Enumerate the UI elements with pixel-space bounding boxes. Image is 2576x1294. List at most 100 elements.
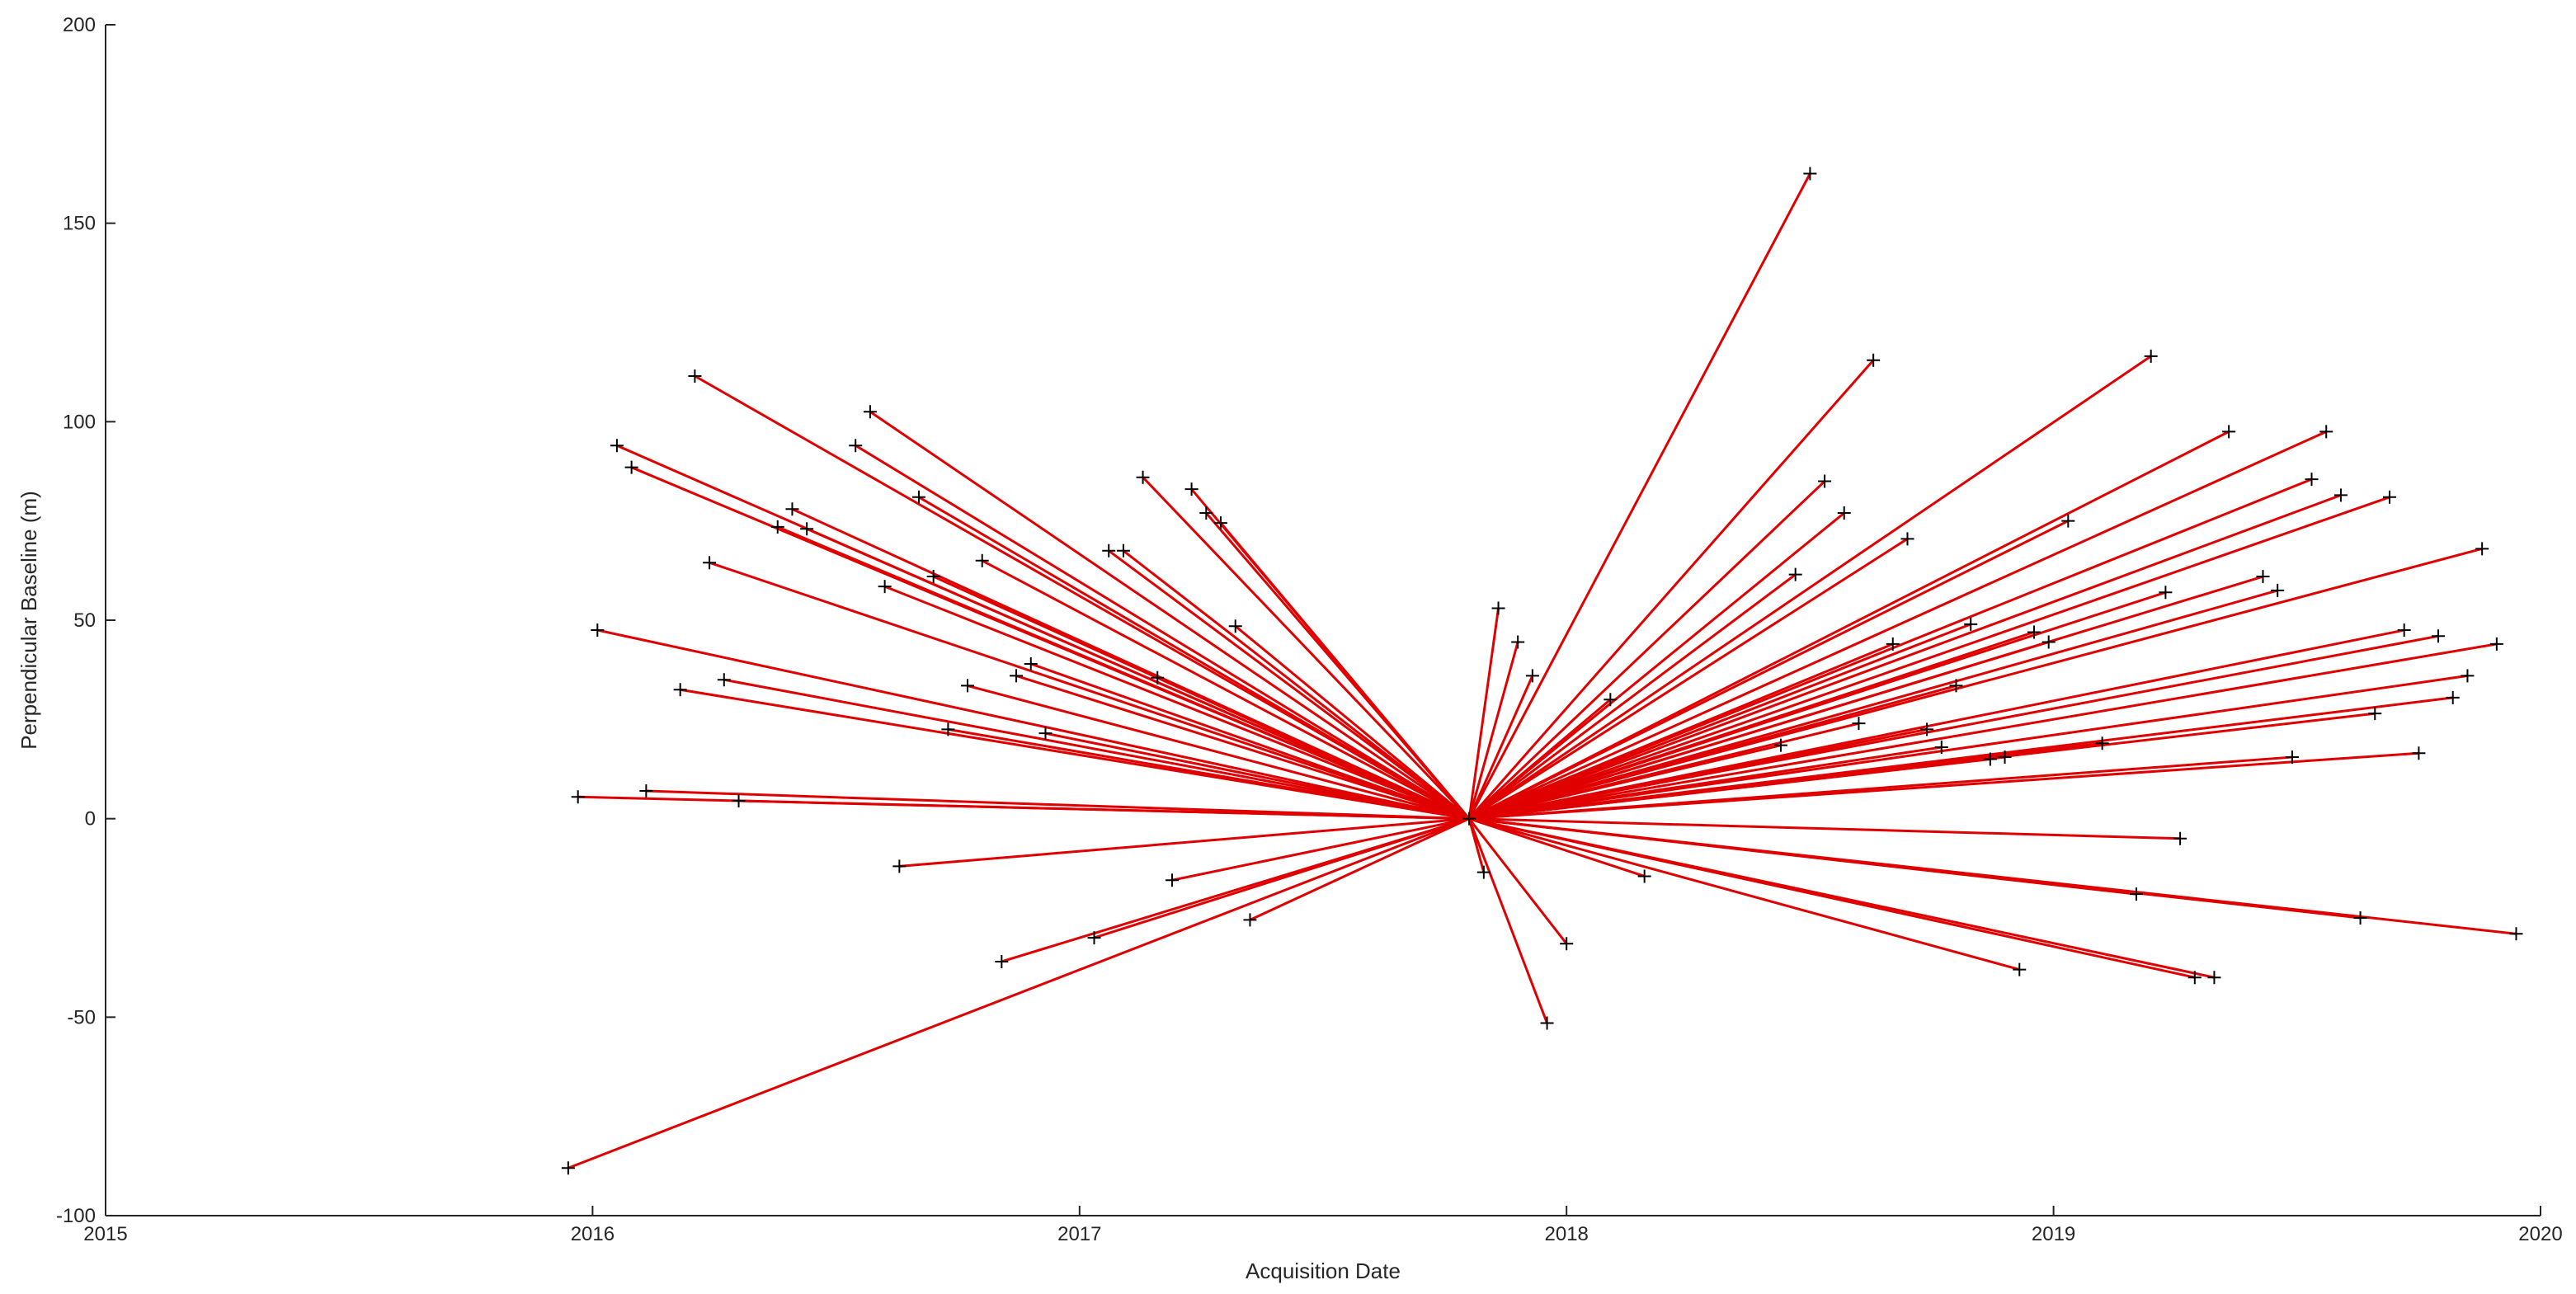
x-tick-label: 2017 — [1057, 1223, 1101, 1245]
baseline-line — [982, 559, 1470, 820]
baseline-line — [694, 374, 1470, 820]
acquisition-marker — [561, 1161, 575, 1175]
acquisition-marker — [849, 439, 863, 453]
baseline-line — [855, 444, 1470, 820]
acquisition-marker — [1038, 727, 1053, 741]
baseline-line — [596, 628, 1470, 821]
baseline-line — [1468, 817, 2020, 972]
acquisition-marker — [1199, 506, 1213, 520]
baseline-line — [567, 817, 1470, 1169]
baseline-line — [1467, 675, 1534, 820]
acquisition-marker — [2368, 707, 2382, 721]
acquisition-marker — [911, 490, 925, 504]
baseline-lines — [567, 172, 2517, 1169]
baseline-line — [1468, 478, 2313, 821]
acquisition-marker — [2489, 637, 2503, 651]
y-tick-label: 100 — [63, 411, 96, 433]
acquisition-marker — [1886, 637, 1900, 651]
acquisition-marker — [1964, 617, 1978, 631]
x-tick-label: 2015 — [83, 1223, 127, 1245]
baseline-line — [1468, 674, 2468, 821]
baseline-line — [1467, 818, 1548, 1024]
baseline-line — [1468, 575, 2263, 821]
baseline-line — [918, 496, 1470, 820]
baseline-line — [1468, 591, 2166, 821]
baseline-line — [1468, 817, 2215, 979]
acquisition-marker — [1837, 506, 1851, 520]
acquisition-marker — [2382, 490, 2396, 504]
acquisition-marker — [2412, 746, 2426, 760]
acquisition-marker — [2187, 971, 2202, 985]
acquisition-marker — [961, 679, 975, 693]
baseline-line — [1467, 172, 1811, 820]
acquisition-marker — [1184, 482, 1199, 496]
acquisition-marker — [1525, 669, 1539, 683]
baseline-line — [1171, 817, 1470, 882]
baseline-line — [646, 789, 1470, 821]
acquisition-marker — [1165, 873, 1179, 887]
baseline-line — [1467, 642, 1519, 820]
baseline-line — [967, 684, 1470, 821]
baseline-line — [1234, 625, 1471, 820]
baseline-line — [1468, 817, 1646, 878]
reference-marker — [1462, 812, 1476, 826]
acquisition-marker — [1476, 865, 1491, 879]
acquisition-marker — [1560, 937, 1574, 951]
acquisition-marker — [1852, 717, 1866, 731]
baseline-line — [806, 527, 1470, 821]
acquisition-marker — [2285, 751, 2299, 765]
acquisition-marker — [1010, 669, 1024, 683]
acquisition-marker — [2041, 635, 2056, 649]
y-tick-label: 0 — [85, 808, 96, 831]
baseline-line — [1030, 662, 1470, 821]
baseline-line — [723, 678, 1470, 821]
y-tick-label: -50 — [67, 1006, 96, 1028]
acquisition-marker — [2509, 927, 2523, 941]
acquisition-marker — [717, 673, 731, 687]
x-tick-label: 2018 — [1545, 1223, 1589, 1245]
y-tick-label: 200 — [63, 14, 96, 36]
baseline-line — [1468, 642, 2498, 821]
acquisition-marker — [892, 859, 907, 873]
acquisition-marker — [703, 556, 717, 570]
acquisition-marker — [1637, 869, 1651, 883]
baseline-line — [1468, 431, 2230, 821]
acquisition-marker — [941, 722, 955, 736]
acquisition-marker — [1803, 167, 1817, 181]
acquisition-marker — [624, 460, 638, 474]
acquisition-marker — [800, 522, 814, 536]
baseline-line — [1468, 573, 1797, 820]
acquisition-marker — [1151, 671, 1165, 685]
baseline-line — [1156, 676, 1470, 821]
x-axis-title: Acquisition Date — [1246, 1259, 1401, 1283]
acquisition-marker — [1511, 635, 1525, 649]
baseline-line — [1045, 732, 1470, 821]
acquisition-marker — [1983, 752, 1997, 766]
acquisition-marker — [1540, 1016, 1554, 1030]
baseline-line — [1108, 549, 1471, 820]
acquisition-marker — [1773, 738, 1787, 752]
baseline-line — [1468, 493, 2342, 821]
acquisition-marker — [2222, 425, 2236, 439]
baseline-line — [884, 585, 1470, 821]
baseline-line — [869, 411, 1470, 820]
baseline-line — [1469, 817, 2181, 840]
baseline-line — [1469, 751, 2419, 821]
baseline-line — [1468, 538, 1909, 820]
baseline-line — [1468, 696, 2453, 821]
acquisition-marker — [2333, 488, 2348, 502]
acquisition-marker — [2475, 542, 2489, 556]
baseline-line — [1468, 547, 2483, 821]
baseline-line — [1467, 608, 1500, 819]
acquisition-markers — [561, 167, 2523, 1175]
acquisition-marker — [1867, 353, 1881, 367]
acquisition-marker — [2061, 514, 2075, 528]
acquisition-marker — [1998, 751, 2012, 765]
acquisition-marker — [770, 520, 784, 534]
acquisition-marker — [1214, 516, 1228, 530]
acquisition-marker — [2461, 669, 2475, 683]
acquisition-marker — [2013, 962, 2027, 976]
acquisition-marker — [2305, 473, 2319, 487]
acquisition-marker — [1024, 656, 1038, 671]
